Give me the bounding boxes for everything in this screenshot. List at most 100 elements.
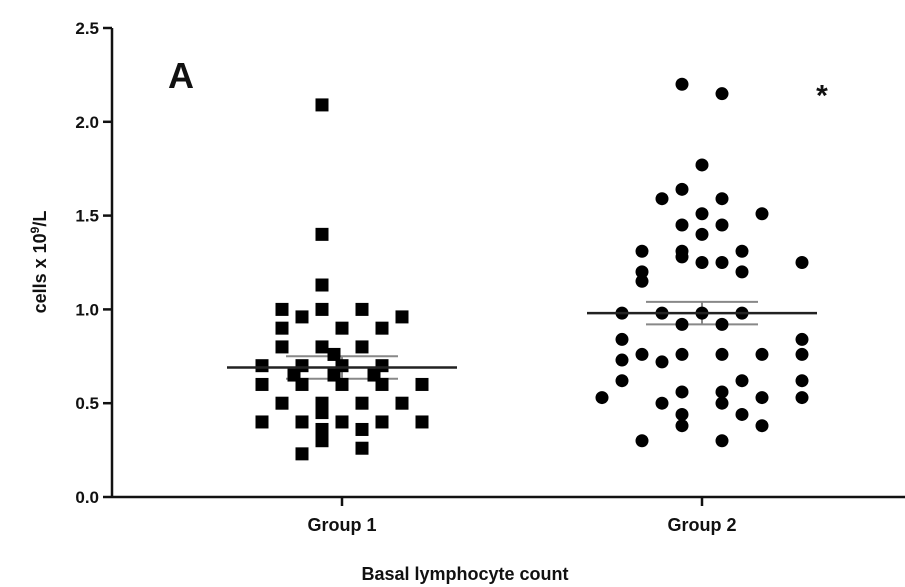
data-point <box>675 250 689 264</box>
data-point <box>795 256 809 269</box>
x-axis-title: Basal lymphocyte count <box>361 564 568 584</box>
data-point <box>335 377 349 391</box>
y-tick-label: 1.0 <box>75 300 99 319</box>
data-point <box>415 415 429 429</box>
data-point <box>675 385 689 399</box>
data-point <box>255 377 269 391</box>
data-point <box>635 265 649 279</box>
data-point <box>755 207 769 221</box>
panel-label: A <box>168 55 194 96</box>
data-point <box>375 377 389 391</box>
data-point <box>255 359 269 373</box>
data-point <box>275 340 289 354</box>
data-point <box>255 415 269 429</box>
data-point <box>295 310 309 324</box>
data-point <box>355 340 369 354</box>
data-point <box>715 434 729 448</box>
y-axis-title: cells x 109/L <box>28 211 50 314</box>
data-point <box>635 244 649 258</box>
data-point <box>695 207 709 221</box>
y-ticks: 0.0 0.5 1.0 1.5 2.0 2.5 <box>75 19 112 507</box>
y-tick-label: 0.5 <box>75 394 99 413</box>
data-point <box>655 192 669 206</box>
data-point <box>315 278 329 292</box>
data-point <box>795 332 809 346</box>
data-point <box>375 321 389 335</box>
data-point <box>295 377 309 391</box>
data-point <box>675 182 689 196</box>
data-point <box>275 396 289 410</box>
data-point <box>735 244 749 258</box>
data-point <box>335 415 349 429</box>
data-point <box>315 422 329 436</box>
data-point <box>635 434 649 448</box>
data-point <box>735 374 749 388</box>
data-point <box>635 347 649 361</box>
data-point <box>715 87 729 101</box>
data-point <box>715 396 729 410</box>
data-point <box>755 419 769 433</box>
data-point <box>615 353 629 367</box>
data-point <box>795 347 809 361</box>
data-point <box>675 77 689 91</box>
data-point <box>615 332 629 346</box>
data-point <box>395 396 409 410</box>
data-point <box>355 396 369 410</box>
x-tick-label: Group 2 <box>667 515 736 535</box>
y-axis-title-main: cells x 10 <box>30 233 50 313</box>
data-point <box>295 415 309 429</box>
data-point <box>395 310 409 324</box>
data-point <box>795 391 809 405</box>
data-point <box>655 396 669 410</box>
significance-marker: * <box>816 80 828 113</box>
data-point <box>675 407 689 421</box>
data-point <box>715 192 729 206</box>
data-point <box>795 374 809 388</box>
data-point <box>675 317 689 331</box>
data-point <box>327 347 341 361</box>
data-points-layer <box>255 77 809 461</box>
data-point <box>695 256 709 269</box>
mean-lines-layer <box>227 311 817 369</box>
data-point <box>295 447 309 461</box>
data-point <box>315 98 329 112</box>
data-point <box>695 158 709 172</box>
data-point <box>375 415 389 429</box>
data-point <box>415 377 429 391</box>
data-point <box>315 340 329 354</box>
x-ticks: Group 1 Group 2 <box>307 497 737 535</box>
data-point <box>355 302 369 316</box>
data-point <box>315 434 329 448</box>
data-point <box>635 274 649 288</box>
data-point <box>315 406 329 420</box>
y-tick-label: 0.0 <box>75 488 99 507</box>
annotations-layer: * <box>816 80 828 113</box>
data-point <box>715 347 729 361</box>
data-point <box>655 355 669 369</box>
data-point <box>335 321 349 335</box>
data-point <box>715 317 729 331</box>
data-point <box>735 265 749 279</box>
data-point <box>275 302 289 316</box>
y-tick-label: 1.5 <box>75 207 99 226</box>
data-point <box>715 385 729 399</box>
y-tick-label: 2.0 <box>75 113 99 132</box>
data-point <box>615 374 629 388</box>
data-point <box>715 218 729 232</box>
y-tick-label: 2.5 <box>75 19 99 38</box>
data-point <box>355 441 369 455</box>
data-point <box>755 347 769 361</box>
data-point <box>315 227 329 241</box>
data-point <box>715 256 729 269</box>
data-point <box>695 227 709 241</box>
y-axis-title-unit: /L <box>30 211 50 227</box>
data-point <box>355 422 369 436</box>
data-point <box>675 419 689 433</box>
data-point <box>595 391 609 405</box>
x-tick-label: Group 1 <box>307 515 376 535</box>
data-point <box>675 218 689 232</box>
data-point <box>755 391 769 405</box>
data-point <box>315 302 329 316</box>
data-point <box>735 407 749 421</box>
